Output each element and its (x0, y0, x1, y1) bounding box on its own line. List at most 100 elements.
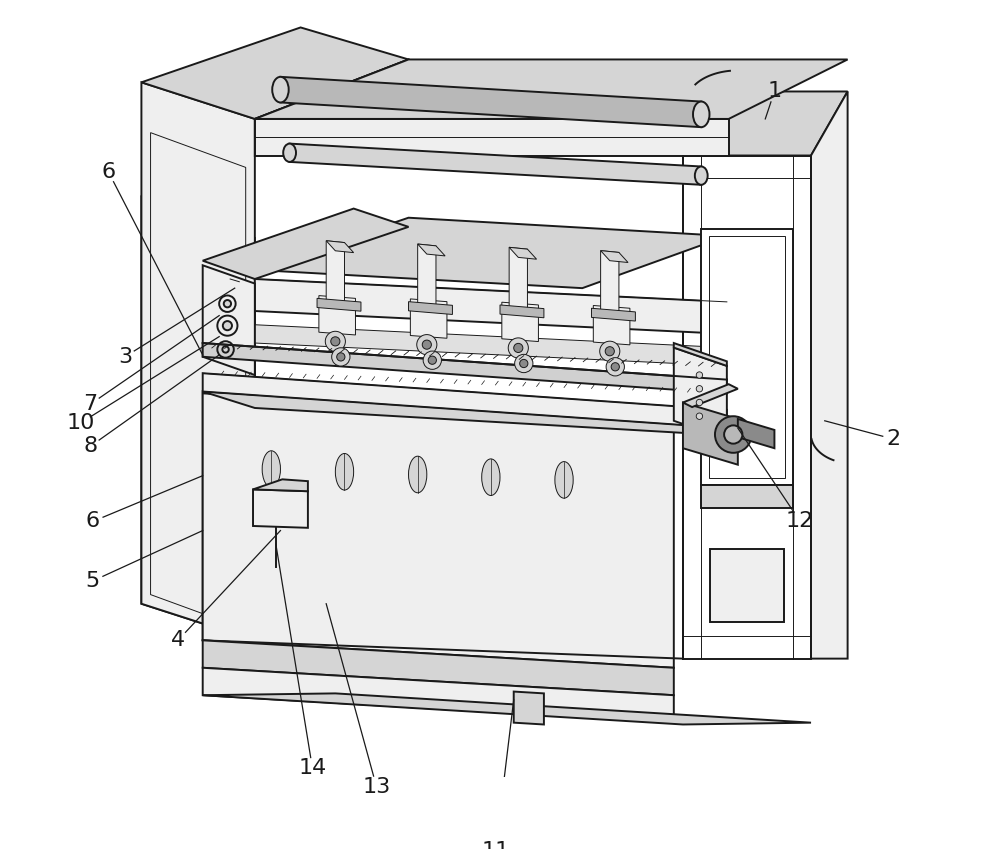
Polygon shape (203, 393, 674, 668)
Polygon shape (203, 391, 255, 657)
Polygon shape (255, 59, 848, 119)
Ellipse shape (693, 102, 709, 127)
Ellipse shape (262, 451, 280, 487)
Ellipse shape (696, 399, 703, 406)
Polygon shape (601, 250, 628, 262)
Polygon shape (255, 324, 727, 366)
Text: 3: 3 (118, 346, 132, 367)
Polygon shape (255, 217, 727, 288)
Ellipse shape (428, 356, 436, 364)
Polygon shape (253, 489, 308, 528)
Text: 6: 6 (86, 511, 100, 531)
Ellipse shape (696, 385, 703, 392)
Polygon shape (683, 385, 738, 407)
Text: 7: 7 (83, 394, 97, 414)
Polygon shape (683, 402, 738, 464)
Polygon shape (203, 640, 674, 695)
Polygon shape (514, 692, 544, 724)
Polygon shape (410, 299, 447, 338)
Ellipse shape (423, 351, 441, 369)
Polygon shape (319, 295, 355, 335)
Ellipse shape (335, 453, 354, 490)
Ellipse shape (325, 331, 345, 351)
Polygon shape (509, 247, 537, 259)
Polygon shape (502, 302, 538, 341)
Ellipse shape (283, 143, 296, 162)
Polygon shape (674, 347, 727, 439)
Text: 6: 6 (101, 162, 116, 182)
Polygon shape (674, 343, 727, 366)
Polygon shape (509, 247, 527, 308)
Ellipse shape (695, 166, 708, 185)
Polygon shape (710, 548, 784, 622)
Polygon shape (255, 279, 727, 334)
Polygon shape (203, 668, 674, 722)
Ellipse shape (605, 346, 614, 356)
Ellipse shape (508, 338, 528, 358)
Ellipse shape (724, 425, 742, 444)
Polygon shape (141, 48, 301, 197)
Ellipse shape (332, 348, 350, 366)
Polygon shape (701, 485, 793, 508)
Polygon shape (255, 59, 409, 155)
Ellipse shape (331, 337, 340, 346)
Polygon shape (601, 250, 619, 312)
Ellipse shape (514, 343, 523, 352)
Ellipse shape (482, 459, 500, 496)
Ellipse shape (696, 413, 703, 419)
Polygon shape (203, 209, 409, 279)
Ellipse shape (224, 300, 231, 307)
Text: 5: 5 (86, 571, 100, 591)
Polygon shape (409, 301, 452, 314)
Polygon shape (683, 92, 848, 155)
Text: 11: 11 (481, 841, 510, 849)
Polygon shape (141, 197, 255, 640)
Polygon shape (203, 391, 727, 436)
Polygon shape (255, 119, 729, 155)
Ellipse shape (555, 462, 573, 498)
Text: 4: 4 (171, 630, 185, 650)
Polygon shape (738, 419, 774, 448)
Polygon shape (141, 27, 409, 119)
Polygon shape (203, 265, 255, 375)
Ellipse shape (515, 354, 533, 373)
Polygon shape (811, 92, 848, 659)
Polygon shape (418, 244, 445, 256)
Text: 10: 10 (67, 413, 95, 433)
Polygon shape (683, 155, 811, 659)
Ellipse shape (222, 346, 229, 352)
Text: 14: 14 (298, 758, 327, 779)
Polygon shape (203, 374, 727, 428)
Polygon shape (253, 480, 308, 492)
Ellipse shape (422, 340, 431, 349)
Ellipse shape (600, 341, 620, 362)
Ellipse shape (417, 335, 437, 355)
Polygon shape (701, 228, 793, 485)
Ellipse shape (611, 363, 619, 371)
Polygon shape (500, 305, 544, 318)
Text: 2: 2 (886, 429, 900, 449)
Text: 12: 12 (786, 511, 814, 531)
Polygon shape (326, 241, 344, 302)
Polygon shape (418, 244, 436, 306)
Polygon shape (280, 77, 701, 127)
Ellipse shape (696, 372, 703, 379)
Ellipse shape (606, 357, 624, 376)
Polygon shape (203, 343, 727, 393)
Ellipse shape (337, 353, 345, 361)
Polygon shape (317, 298, 361, 312)
Polygon shape (141, 82, 255, 640)
Polygon shape (203, 694, 811, 724)
Polygon shape (290, 143, 701, 185)
Text: 13: 13 (362, 777, 391, 796)
Text: 8: 8 (83, 436, 97, 457)
Ellipse shape (223, 321, 232, 330)
Ellipse shape (715, 416, 752, 453)
Polygon shape (591, 308, 635, 321)
Ellipse shape (409, 456, 427, 492)
Ellipse shape (520, 359, 528, 368)
Text: 1: 1 (767, 82, 781, 102)
Polygon shape (593, 306, 630, 345)
Ellipse shape (272, 77, 289, 103)
Polygon shape (326, 241, 354, 253)
